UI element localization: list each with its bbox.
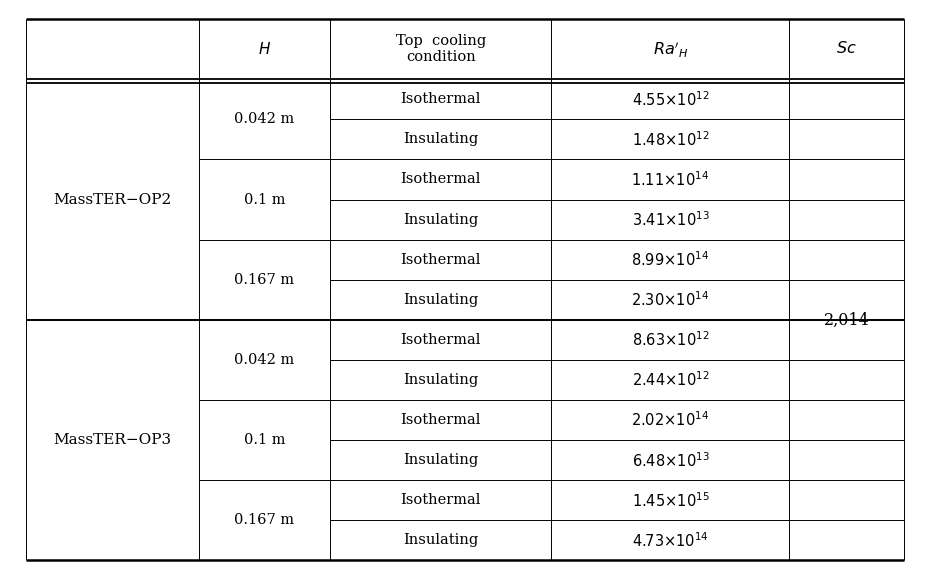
Text: $3.41×10^{13}$: $3.41×10^{13}$: [631, 210, 710, 229]
Text: $2.02×10^{14}$: $2.02×10^{14}$: [631, 411, 710, 430]
Text: Isothermal: Isothermal: [401, 413, 481, 427]
Text: $2.30×10^{14}$: $2.30×10^{14}$: [631, 291, 710, 309]
Text: $\mathit{Ra}'_{\mathit{H}}$: $\mathit{Ra}'_{\mathit{H}}$: [653, 39, 688, 59]
Text: $2.44×10^{12}$: $2.44×10^{12}$: [631, 371, 710, 389]
Text: condition: condition: [405, 50, 475, 64]
Text: Insulating: Insulating: [403, 293, 478, 307]
Text: 0.1 m: 0.1 m: [244, 433, 286, 447]
Text: Isothermal: Isothermal: [401, 333, 481, 347]
Text: Insulating: Insulating: [403, 453, 478, 467]
Text: $6.48×10^{13}$: $6.48×10^{13}$: [631, 451, 710, 470]
Text: 0.042 m: 0.042 m: [234, 112, 295, 126]
Text: MassTER−OP2: MassTER−OP2: [53, 193, 172, 207]
Text: Insulating: Insulating: [403, 533, 478, 547]
Text: $8.99×10^{14}$: $8.99×10^{14}$: [631, 250, 710, 269]
Text: $4.55×10^{12}$: $4.55×10^{12}$: [631, 90, 710, 109]
Text: Isothermal: Isothermal: [401, 173, 481, 186]
Text: $1.48×10^{12}$: $1.48×10^{12}$: [631, 130, 710, 149]
Text: $8.63×10^{12}$: $8.63×10^{12}$: [631, 331, 710, 349]
Text: Isothermal: Isothermal: [401, 493, 481, 507]
Text: Isothermal: Isothermal: [401, 252, 481, 267]
Text: $1.11×10^{14}$: $1.11×10^{14}$: [631, 170, 710, 189]
Text: Top  cooling: Top cooling: [395, 34, 485, 48]
Text: Insulating: Insulating: [403, 133, 478, 146]
Text: MassTER−OP3: MassTER−OP3: [53, 433, 171, 447]
Text: 2,014: 2,014: [824, 312, 870, 328]
Text: $\mathit{Sc}$: $\mathit{Sc}$: [836, 41, 857, 57]
Text: 0.167 m: 0.167 m: [234, 273, 295, 287]
Text: $4.73×10^{14}$: $4.73×10^{14}$: [632, 531, 709, 550]
Text: 0.167 m: 0.167 m: [234, 514, 295, 527]
Text: 0.042 m: 0.042 m: [234, 353, 295, 367]
Text: $1.45×10^{15}$: $1.45×10^{15}$: [631, 491, 710, 510]
Text: 0.1 m: 0.1 m: [244, 193, 286, 207]
Text: Isothermal: Isothermal: [401, 92, 481, 107]
Text: Insulating: Insulating: [403, 212, 478, 226]
Text: Insulating: Insulating: [403, 373, 478, 387]
Text: $\mathit{H}$: $\mathit{H}$: [258, 41, 271, 57]
